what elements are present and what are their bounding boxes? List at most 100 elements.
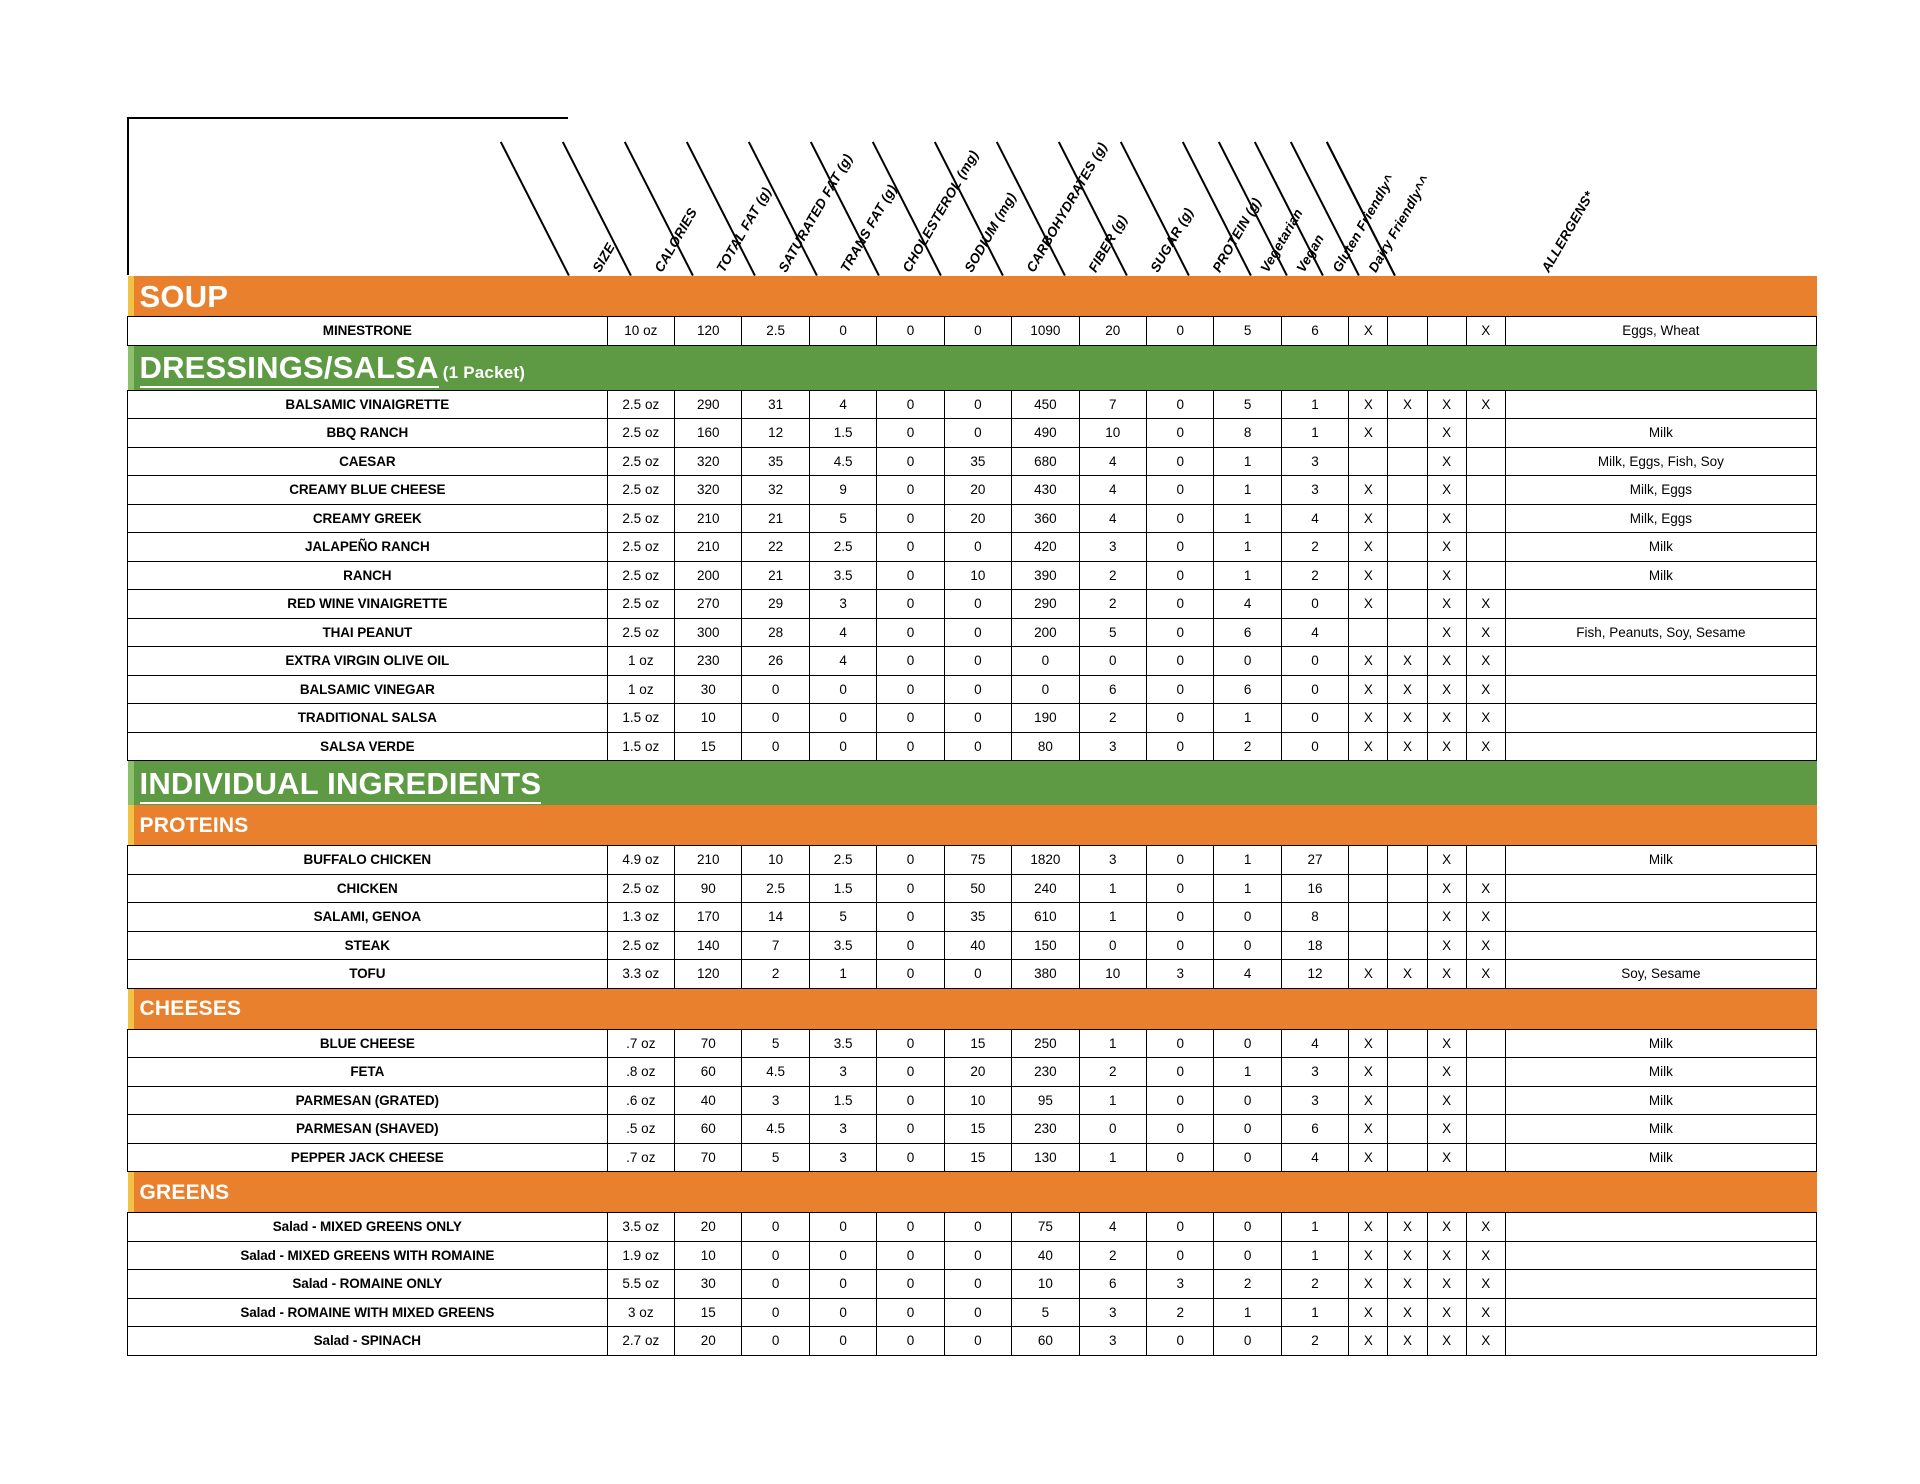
value-cell-sat_fat: 3 [808, 1114, 878, 1144]
section-band-row: DRESSINGS/SALSA (1 Packet) [127, 345, 1817, 390]
table-row: JALAPEÑO RANCH 2.5 oz 210 22 2.5 0 0 420 3 0 1 2 X X M… [127, 532, 1818, 562]
table-row: FETA .8 oz 60 4.5 3 0 20 230 2 0 1 3 X X Milk [127, 1057, 1818, 1087]
value-cell-sat_fat: 0 [808, 316, 878, 346]
value-cell-fiber: 0 [1145, 1326, 1215, 1356]
flag-cell-gluten: X [1426, 418, 1467, 448]
value-cell-cholesterol: 0 [943, 532, 1013, 562]
value-cell-sodium: 5 [1011, 1297, 1080, 1327]
section-title-text: PROTEINS [139, 813, 249, 837]
flag-cell-gluten: X [1426, 930, 1467, 960]
flag-cell-vegan [1387, 1057, 1428, 1087]
allergens-cell [1504, 589, 1818, 619]
value-cell-size: 10 oz [606, 316, 676, 346]
section-title-text: INDIVIDUAL INGREDIENTS [139, 765, 542, 804]
flag-cell-vegan: X [1387, 703, 1428, 733]
value-cell-calories: 60 [674, 1057, 743, 1087]
value-cell-sat_fat: 0 [808, 1297, 878, 1327]
item-name-cell: CREAMY BLUE CHEESE [127, 475, 608, 505]
flag-cell-vegan: X [1387, 1212, 1428, 1242]
table-row: THAI PEANUT 2.5 oz 300 28 4 0 0 200 5 0 6 4 X X Fish, … [127, 617, 1818, 647]
value-cell-fiber: 0 [1145, 845, 1215, 875]
value-cell-sodium: 10 [1011, 1269, 1080, 1299]
value-cell-fiber: 0 [1145, 503, 1215, 533]
value-cell-sugar: 1 [1213, 873, 1282, 903]
value-cell-calories: 20 [674, 1326, 743, 1356]
value-cell-trans_fat: 0 [876, 674, 945, 704]
item-name-cell: TRADITIONAL SALSA [127, 703, 608, 733]
value-cell-carbs: 4 [1078, 503, 1147, 533]
value-cell-fiber: 0 [1145, 617, 1215, 647]
value-cell-protein: 2 [1280, 532, 1350, 562]
flag-cell-dairy: X [1465, 1269, 1506, 1299]
value-cell-calories: 170 [674, 902, 743, 932]
value-cell-size: 5.5 oz [606, 1269, 676, 1299]
value-cell-sodium: 240 [1011, 873, 1080, 903]
value-cell-size: 1.5 oz [606, 703, 676, 733]
value-cell-sugar: 0 [1213, 902, 1282, 932]
item-name-cell: EXTRA VIRGIN OLIVE OIL [127, 646, 608, 676]
value-cell-total_fat: 0 [741, 703, 810, 733]
allergens-cell: Milk [1504, 1057, 1818, 1087]
value-cell-size: 2.5 oz [606, 589, 676, 619]
table-row: CAESAR 2.5 oz 320 35 4.5 0 35 680 4 0 1 3 X Milk, Egg… [127, 446, 1818, 476]
value-cell-protein: 1 [1280, 389, 1350, 419]
value-cell-sodium: 1090 [1011, 316, 1080, 346]
value-cell-cholesterol: 10 [943, 1085, 1013, 1115]
flag-cell-vegan: X [1387, 674, 1428, 704]
allergens-cell: Milk [1504, 560, 1818, 590]
value-cell-protein: 3 [1280, 475, 1350, 505]
flag-cell-vegetarian: X [1348, 1240, 1389, 1270]
value-cell-trans_fat: 0 [876, 446, 945, 476]
value-cell-protein: 0 [1280, 674, 1350, 704]
value-cell-sodium: 190 [1011, 703, 1080, 733]
value-cell-sodium: 610 [1011, 902, 1080, 932]
value-cell-sat_fat: 5 [808, 503, 878, 533]
value-cell-sugar: 1 [1213, 1297, 1282, 1327]
value-cell-fiber: 0 [1145, 446, 1215, 476]
value-cell-cholesterol: 15 [943, 1142, 1013, 1172]
allergens-cell [1504, 646, 1818, 676]
flag-cell-dairy: X [1465, 646, 1506, 676]
value-cell-sugar: 0 [1213, 1114, 1282, 1144]
flag-cell-vegetarian: X [1348, 532, 1389, 562]
value-cell-protein: 0 [1280, 589, 1350, 619]
flag-cell-dairy [1465, 446, 1506, 476]
section-header-dressings-salsa: DRESSINGS/SALSA (1 Packet) [127, 345, 1817, 390]
item-name-cell: Salad - ROMAINE WITH MIXED GREENS [127, 1297, 608, 1327]
flag-cell-gluten: X [1426, 446, 1467, 476]
allergens-cell: Milk, Eggs [1504, 503, 1818, 533]
value-cell-calories: 140 [674, 930, 743, 960]
section-title: CHEESES [128, 998, 242, 1019]
table-row: RANCH 2.5 oz 200 21 3.5 0 10 390 2 0 1 2 X X Milk [127, 560, 1818, 590]
table-row: CREAMY BLUE CHEESE 2.5 oz 320 32 9 0 20 430 4 0 1 3… [127, 475, 1818, 505]
value-cell-total_fat: 26 [741, 646, 810, 676]
flag-cell-gluten: X [1426, 902, 1467, 932]
value-cell-total_fat: 10 [741, 845, 810, 875]
item-name-cell: PARMESAN (SHAVED) [127, 1114, 608, 1144]
value-cell-total_fat: 0 [741, 674, 810, 704]
value-cell-sodium: 420 [1011, 532, 1080, 562]
flag-cell-vegan: X [1387, 1269, 1428, 1299]
value-cell-fiber: 0 [1145, 930, 1215, 960]
value-cell-fiber: 0 [1145, 1057, 1215, 1087]
value-cell-sodium: 40 [1011, 1240, 1080, 1270]
section-band-row: GREENS [127, 1171, 1817, 1213]
header-corner-box [127, 117, 568, 275]
allergens-cell: Milk [1504, 1085, 1818, 1115]
flag-cell-dairy [1465, 1142, 1506, 1172]
flag-cell-gluten: X [1426, 503, 1467, 533]
value-cell-cholesterol: 0 [943, 389, 1013, 419]
value-cell-sugar: 1 [1213, 446, 1282, 476]
section-accent-bar [127, 345, 134, 390]
value-cell-cholesterol: 0 [943, 589, 1013, 619]
value-cell-sat_fat: 0 [808, 674, 878, 704]
flag-cell-gluten: X [1426, 589, 1467, 619]
value-cell-carbs: 2 [1078, 1057, 1147, 1087]
allergens-cell: Milk [1504, 1028, 1818, 1058]
value-cell-trans_fat: 0 [876, 646, 945, 676]
value-cell-sodium: 200 [1011, 617, 1080, 647]
value-cell-trans_fat: 0 [876, 418, 945, 448]
value-cell-trans_fat: 0 [876, 1057, 945, 1087]
value-cell-trans_fat: 0 [876, 617, 945, 647]
section-header-cheeses: CHEESES [127, 988, 1817, 1029]
